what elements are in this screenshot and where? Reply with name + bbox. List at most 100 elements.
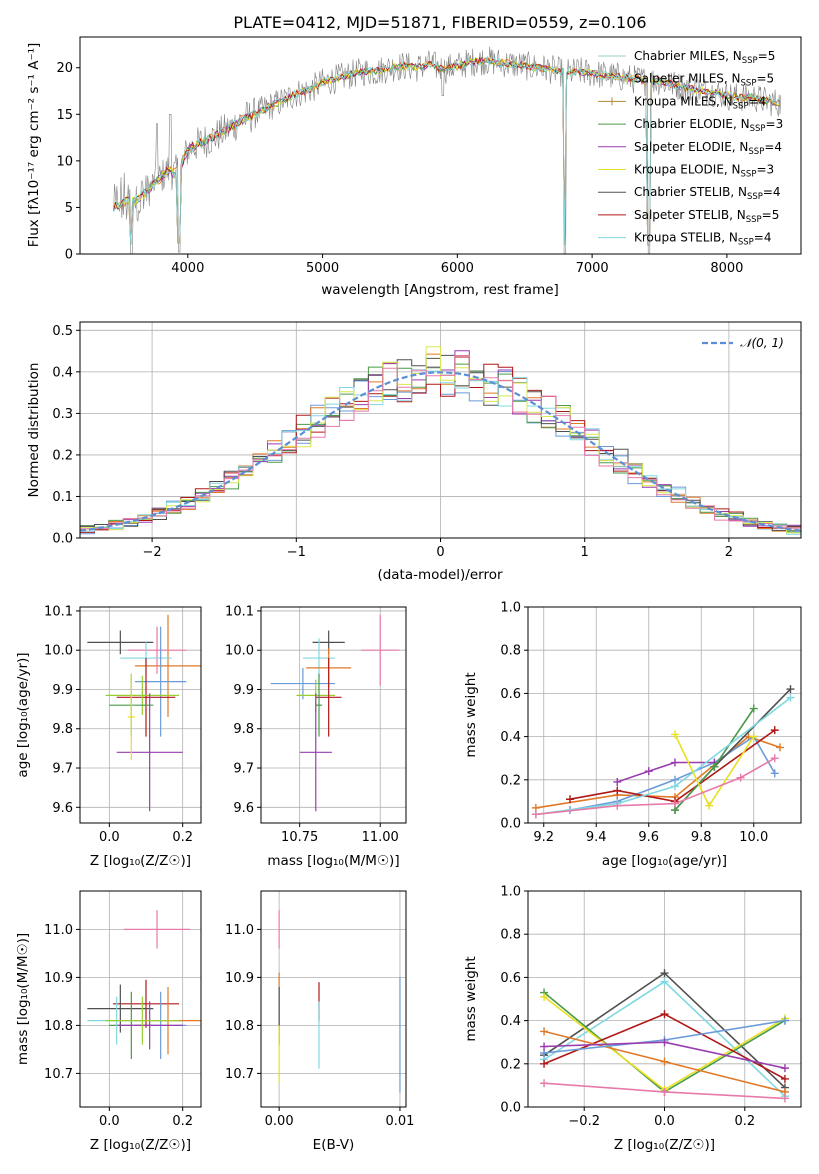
x-tick-label: 0.2 <box>172 830 193 845</box>
spectrum-legend: Chabrier MILES, NSSP=5 Salpeter MILES, NS… <box>598 49 783 248</box>
x-tick-label: 4000 <box>171 261 204 276</box>
series-marker <box>770 754 779 763</box>
y-tick-label: 0.8 <box>500 644 521 659</box>
x-tick-label: −2 <box>143 545 162 560</box>
y-tick-label: 0.4 <box>500 730 521 745</box>
x-tick-label: 6000 <box>441 261 474 276</box>
residuals-ylabel: Normed distribution <box>26 363 42 498</box>
spectrum-line <box>113 56 780 246</box>
y-tick-label: 9.8 <box>233 722 254 737</box>
x-tick-label: 7000 <box>576 261 609 276</box>
y-tick-label: 10.9 <box>225 971 254 986</box>
series-line <box>617 761 715 783</box>
y-axis-label: mass [log₁₀(M/M☉)] <box>15 933 31 1065</box>
series-marker <box>660 969 669 978</box>
x-tick-label: 9.4 <box>586 830 607 845</box>
Z_mass-chart: 0.0 0.2 10.7 10.8 10.9 11.0 Z [log₁₀(Z/Z☉)] mas… <box>15 890 202 1153</box>
series-marker <box>613 801 622 810</box>
series-marker <box>671 758 679 767</box>
x-tick-label: 5000 <box>306 261 339 276</box>
series-marker <box>780 1074 789 1083</box>
series-marker <box>786 685 795 694</box>
legend-label: Kroupa STELIB, NSSP=4 <box>634 231 772 248</box>
gaussian-legend-label: 𝒩(0, 1) <box>740 336 784 350</box>
x-axis-label: mass [log₁₀(M/M☉)] <box>267 853 399 869</box>
y-tick-label: 9.6 <box>233 801 254 816</box>
series-marker <box>540 1042 549 1051</box>
y-tick-label: 5 <box>65 201 73 216</box>
legend-label: Salpeter MILES, NSSP=5 <box>634 72 774 89</box>
residuals-xlabel: (data-model)/error <box>377 567 503 583</box>
y-tick-label: 10.1 <box>225 604 254 619</box>
series-marker <box>613 777 622 786</box>
y-tick-label: 0.8 <box>500 928 521 943</box>
y-tick-label: 9.6 <box>52 801 73 816</box>
age_weight-chart: 9.2 9.4 9.6 9.8 10.0 0.0 0.2 0.4 0.6 0.8 1.0 age [l… <box>463 601 802 869</box>
series-line <box>569 729 776 803</box>
residuals-legend: 𝒩(0, 1) <box>702 336 784 350</box>
x-tick-label: 9.2 <box>533 830 554 845</box>
series-marker <box>660 1010 669 1019</box>
series-marker <box>540 1079 549 1088</box>
x-tick-label: 0.0 <box>654 1114 675 1129</box>
axes-frame <box>527 606 802 824</box>
y-tick-label: 10 <box>56 154 73 169</box>
y-tick-label: 0.5 <box>52 324 73 339</box>
legend-label: Chabrier MILES, NSSP=5 <box>634 49 775 66</box>
series-marker <box>566 795 574 804</box>
legend-label: Salpeter STELIB, NSSP=5 <box>634 208 779 225</box>
y-axis-label: mass weight <box>463 956 479 1041</box>
y-tick-label: 10.0 <box>44 644 73 659</box>
series-marker <box>671 730 679 739</box>
series-marker <box>644 767 653 776</box>
y-tick-label: 20 <box>56 61 73 76</box>
x-tick-label: 9.8 <box>691 830 712 845</box>
series-marker <box>540 1059 549 1068</box>
x-tick-label: −1 <box>287 545 306 560</box>
series-marker <box>660 1087 669 1096</box>
x-tick-label: 10.75 <box>281 830 318 845</box>
gaussian-curve <box>79 371 802 532</box>
series-marker <box>780 1016 789 1025</box>
y-tick-label: 9.8 <box>52 722 73 737</box>
series-marker <box>540 992 549 1001</box>
spectrum-chart: PLATE=0412, MJD=51871, FIBERID=0559, z=0… <box>26 13 802 298</box>
ebv_mass-chart: 0.00 0.01 10.7 10.8 10.9 11.0 E(B-V) <box>225 890 414 1153</box>
series-marker <box>671 782 679 791</box>
series-marker <box>705 801 714 810</box>
series-marker <box>749 704 758 713</box>
spectrum-ylabel: Flux [fλ10⁻¹⁷ erg cm⁻² s⁻¹ A⁻¹] <box>26 43 42 248</box>
x-tick-label: 8000 <box>710 261 743 276</box>
y-tick-label: 0.6 <box>500 971 521 986</box>
y-tick-label: 0.3 <box>52 407 73 422</box>
legend-label: Chabrier ELODIE, NSSP=3 <box>634 117 783 134</box>
series-marker <box>776 743 784 752</box>
x-tick-label: 9.6 <box>638 830 659 845</box>
mass_age-chart: 10.75 11.00 9.6 9.7 9.8 9.9 10.0 10.1 mass [log₁… <box>225 604 407 869</box>
legend-label: Kroupa ELODIE, NSSP=3 <box>634 163 774 180</box>
y-tick-label: 11.0 <box>44 923 73 938</box>
series-marker <box>531 810 540 819</box>
series-marker <box>540 1027 549 1036</box>
x-tick-label: 0.0 <box>99 1114 120 1129</box>
x-tick-label: 2 <box>725 545 733 560</box>
x-tick-label: 0.00 <box>265 1114 294 1129</box>
series-marker <box>736 773 745 782</box>
series-marker <box>770 769 779 778</box>
axes-frame <box>79 606 202 824</box>
y-tick-label: 15 <box>56 108 73 123</box>
x-axis-label: E(B-V) <box>313 1137 355 1153</box>
y-tick-label: 9.9 <box>233 683 254 698</box>
y-tick-label: 0.2 <box>52 448 73 463</box>
legend-label: Salpeter ELODIE, NSSP=4 <box>634 140 782 157</box>
y-tick-label: 1.0 <box>500 601 521 616</box>
spectrum-xlabel: wavelength [Angstrom, rest frame] <box>321 282 559 298</box>
x-axis-label: Z [log₁₀(Z/Z☉)] <box>90 1137 191 1153</box>
series-marker <box>770 726 779 735</box>
series-marker <box>710 762 719 771</box>
y-tick-label: 10.7 <box>225 1067 254 1082</box>
series-marker <box>613 786 622 795</box>
y-axis-label: mass weight <box>463 672 479 757</box>
x-tick-label: 1 <box>581 545 589 560</box>
series-marker <box>660 1057 669 1066</box>
